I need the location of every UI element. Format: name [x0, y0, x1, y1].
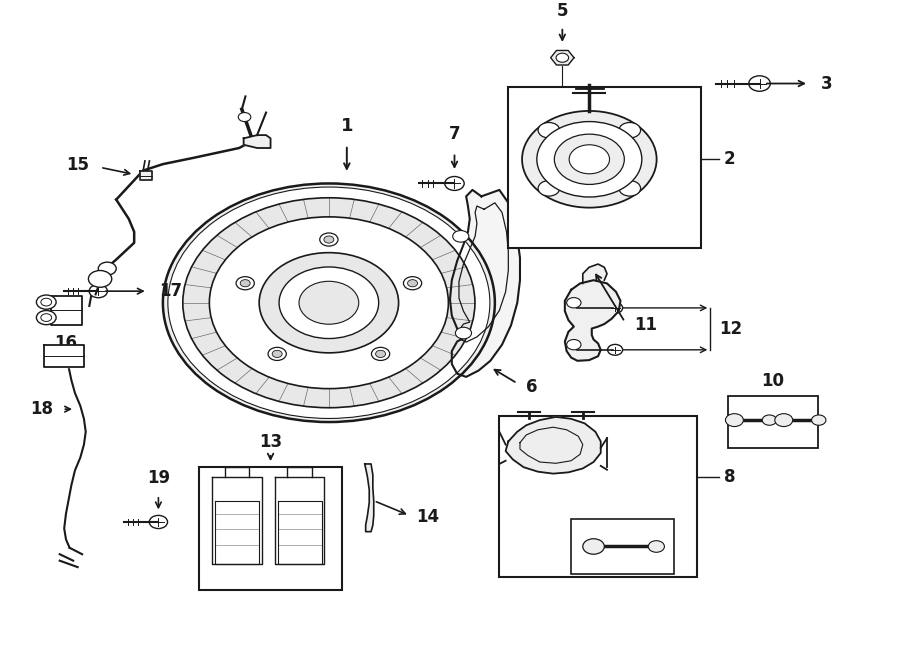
Circle shape	[240, 279, 250, 287]
Text: 12: 12	[719, 320, 742, 338]
Circle shape	[455, 327, 472, 339]
Polygon shape	[50, 297, 82, 325]
Circle shape	[372, 348, 390, 361]
Text: 18: 18	[31, 400, 53, 418]
Text: 17: 17	[159, 282, 183, 300]
Bar	[572, 519, 674, 573]
Circle shape	[453, 230, 469, 242]
Text: 9: 9	[625, 559, 636, 577]
Text: 15: 15	[67, 156, 89, 174]
Circle shape	[538, 122, 560, 138]
Bar	[199, 467, 342, 590]
Circle shape	[812, 415, 826, 425]
Polygon shape	[450, 190, 520, 377]
Circle shape	[268, 348, 286, 361]
Circle shape	[749, 75, 770, 91]
Circle shape	[408, 279, 418, 287]
Circle shape	[149, 516, 167, 528]
Circle shape	[608, 344, 623, 355]
Circle shape	[619, 181, 641, 196]
Text: 11: 11	[634, 316, 657, 334]
Circle shape	[98, 262, 116, 275]
Circle shape	[619, 122, 641, 138]
Circle shape	[537, 122, 642, 197]
Circle shape	[775, 414, 793, 426]
Polygon shape	[551, 50, 574, 65]
Text: 13: 13	[259, 433, 282, 451]
Circle shape	[279, 267, 379, 338]
Text: 10: 10	[761, 372, 785, 390]
Circle shape	[89, 285, 107, 298]
Bar	[500, 416, 697, 577]
Circle shape	[210, 217, 448, 389]
Polygon shape	[565, 280, 620, 361]
Bar	[508, 87, 701, 248]
Circle shape	[725, 414, 743, 426]
Text: 8: 8	[724, 468, 735, 486]
Circle shape	[236, 277, 255, 290]
Circle shape	[163, 183, 495, 422]
Text: 7: 7	[449, 126, 460, 144]
Polygon shape	[364, 464, 373, 532]
Circle shape	[630, 179, 647, 192]
Circle shape	[556, 53, 569, 62]
Circle shape	[36, 310, 56, 324]
Circle shape	[36, 295, 56, 309]
Circle shape	[445, 177, 464, 191]
Text: 4: 4	[690, 164, 702, 182]
Circle shape	[238, 113, 251, 122]
Circle shape	[168, 187, 490, 418]
Text: 6: 6	[526, 377, 538, 396]
Text: 14: 14	[416, 508, 439, 526]
Polygon shape	[244, 135, 271, 148]
Polygon shape	[583, 264, 607, 283]
Text: 5: 5	[556, 3, 568, 21]
Circle shape	[522, 111, 657, 208]
Circle shape	[538, 181, 560, 196]
Polygon shape	[506, 417, 600, 473]
Text: 2: 2	[724, 150, 735, 168]
Text: 1: 1	[340, 117, 353, 135]
Circle shape	[608, 303, 623, 313]
Circle shape	[183, 198, 475, 408]
Circle shape	[88, 271, 112, 287]
Bar	[728, 397, 818, 448]
Circle shape	[648, 541, 664, 552]
Circle shape	[567, 340, 581, 350]
Circle shape	[762, 415, 777, 425]
Circle shape	[272, 350, 282, 357]
Circle shape	[375, 350, 385, 357]
Circle shape	[569, 145, 609, 174]
Polygon shape	[44, 345, 84, 367]
Circle shape	[320, 233, 338, 246]
Circle shape	[567, 298, 581, 308]
Text: 3: 3	[821, 75, 833, 93]
Circle shape	[403, 277, 422, 290]
Circle shape	[554, 134, 625, 185]
Text: 16: 16	[55, 334, 77, 352]
Circle shape	[324, 236, 334, 243]
Polygon shape	[140, 171, 152, 180]
Circle shape	[299, 281, 359, 324]
Text: 19: 19	[147, 469, 170, 487]
Circle shape	[259, 253, 399, 353]
Circle shape	[583, 539, 604, 554]
